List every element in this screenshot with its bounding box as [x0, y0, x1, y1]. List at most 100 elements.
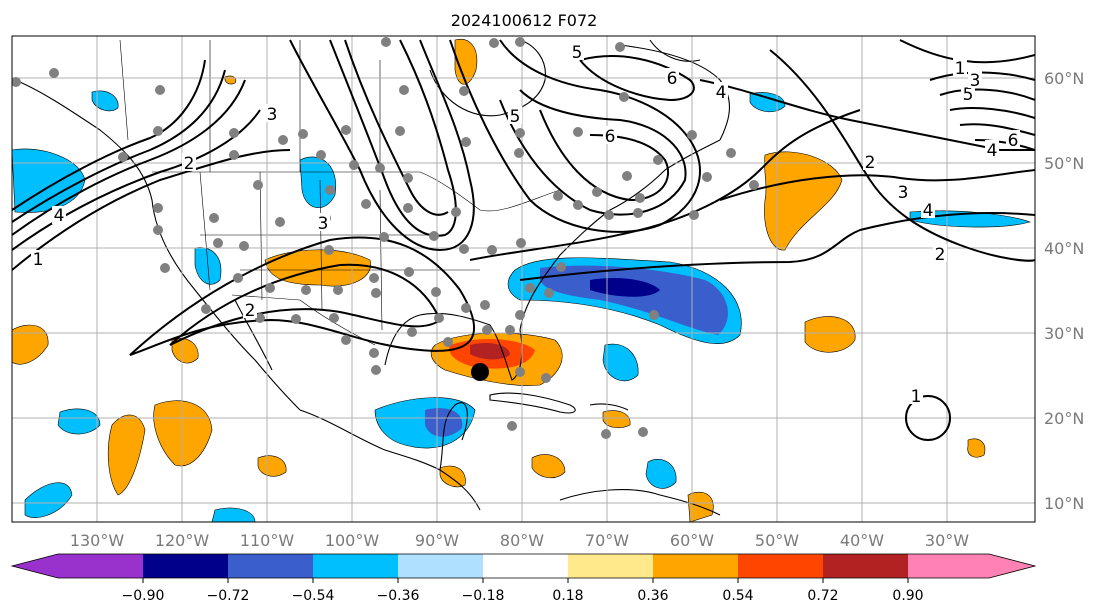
lat-label: 10°N: [1044, 494, 1084, 513]
coast-greenland: [649, 39, 701, 62]
stations: [12, 37, 759, 439]
contour-label-2-atl: 2: [863, 152, 877, 173]
pos-area-caribbean: [531, 454, 566, 479]
pos-area-pacific-s3: [257, 455, 287, 477]
contour-label-2-nw: 2: [182, 153, 196, 174]
colorbar-tick-label: 0.72: [807, 588, 838, 604]
lon-label: 50°W: [755, 531, 799, 550]
svg-text:1: 1: [911, 387, 922, 407]
figure-title: 2024100612 F072: [451, 11, 598, 30]
svg-text:6: 6: [605, 127, 616, 147]
contour-ne-loop-2: [939, 88, 1035, 101]
svg-text:1: 1: [955, 59, 966, 79]
svg-text:2: 2: [184, 154, 195, 174]
map-frame: [11, 35, 1036, 523]
colorbar-swatch: [908, 554, 989, 578]
contour-low-east-2: [499, 89, 687, 216]
colorbar-swatch: [313, 554, 398, 578]
colorbar-extend-low: [12, 554, 58, 578]
svg-text:6: 6: [667, 69, 678, 89]
contour-label-6-ne-far: 6: [1006, 130, 1020, 151]
svg-text:2: 2: [935, 245, 946, 265]
contour-low-east-4: [469, 109, 861, 261]
svg-text:5: 5: [510, 107, 521, 127]
svg-text:4: 4: [716, 83, 727, 103]
coastlines: [14, 39, 731, 516]
contour-label-3-nw: 3: [265, 104, 279, 125]
contour-label-4-west: 4: [52, 206, 66, 226]
contour-atl-4: [699, 79, 1035, 151]
contour-label-5-ne: 5: [508, 106, 522, 127]
contour-4-west: [12, 69, 226, 223]
pos-area-central-am: [439, 465, 466, 488]
coast-labrador: [619, 44, 731, 141]
colorbar-swatch: [738, 554, 823, 578]
neg-area-gulf-mx-core: [425, 408, 463, 437]
svg-text:2: 2: [865, 153, 876, 173]
contour-5-west: [12, 59, 206, 211]
map-area: 1 4 3 2 2 3 5 6 6 5 4 2 3 4 2 6 4 5 3 1 …: [12, 36, 1035, 522]
neg-area-caribbean-s: [645, 459, 677, 489]
colorbar-swatch: [823, 554, 908, 578]
colorbar-tick-label: 0.90: [892, 588, 923, 604]
pos-area-central-atl: [764, 151, 843, 251]
svg-text:3: 3: [318, 214, 329, 234]
contour-mid-atl-2: [519, 212, 1035, 281]
state-lines-1: [199, 171, 480, 331]
contour-label-3-plains: 3: [316, 213, 330, 234]
svg-text:6: 6: [1008, 131, 1019, 151]
contour-label-5-n: 5: [570, 42, 584, 63]
colorbar-outline: [10, 553, 1037, 579]
svg-text:2: 2: [245, 301, 256, 321]
lat-label: 50°N: [1044, 154, 1084, 173]
contour-low-east-1: [449, 39, 701, 233]
colorbar-swatch: [568, 554, 653, 578]
colorbar-tick-label: −0.18: [462, 588, 505, 604]
colorbar-swatch: [228, 554, 313, 578]
lat-label: 40°N: [1044, 239, 1084, 258]
svg-text:5: 5: [963, 85, 974, 105]
lon-label: 40°W: [840, 531, 884, 550]
contour-label-5-ne-far: 5: [961, 84, 975, 105]
contour-label-group: 1 4 3 2 2 3 5 6 6 5 4 2 3 4 2 6 4 5 3 1 …: [31, 42, 1020, 407]
svg-text:5: 5: [572, 43, 583, 63]
contour-ridge-1: [289, 39, 475, 252]
lon-label: 90°W: [415, 531, 459, 550]
contour-ring-atl: [905, 395, 951, 441]
contour-label-2-gulf: 2: [243, 300, 257, 321]
colorbar-tick-label: 0.36: [637, 588, 668, 604]
colorbar-tick-label: −0.36: [377, 588, 420, 604]
contour-lines: [12, 39, 1035, 441]
svg-text:3: 3: [970, 71, 981, 91]
contour-north-6: [579, 55, 695, 102]
lon-label: 110°W: [240, 531, 295, 550]
contour-ne-loop-4: [959, 123, 1035, 136]
colorbar-tick-label: −0.72: [207, 588, 250, 604]
coast-hispaniola: [589, 403, 629, 411]
lat-label: 30°N: [1044, 324, 1084, 343]
contour-label-6-ne: 6: [603, 126, 617, 147]
contour-label-6-n: 6: [665, 68, 679, 89]
lat-label: 60°N: [1044, 69, 1084, 88]
lon-label: 60°W: [670, 531, 714, 550]
border-canada-prov: [209, 40, 381, 172]
svg-text:1: 1: [33, 250, 44, 270]
contour-low-east-3: [539, 109, 670, 202]
colorbar-swatch: [483, 554, 568, 578]
neg-area-labrador: [749, 92, 786, 113]
colorbar-ticks: [142, 578, 909, 583]
contour-loop-gulf: [129, 236, 476, 356]
border-us-canada: [152, 171, 561, 212]
svg-text:3: 3: [898, 183, 909, 203]
pos-area-pacific-s2: [107, 414, 146, 496]
pos-area-pacific-w: [12, 324, 49, 365]
colorbar-tick-label: 0.18: [552, 588, 583, 604]
lon-label: 30°W: [925, 531, 969, 550]
neg-area-atlantic-mid: [540, 265, 728, 335]
lon-label: 130°W: [70, 531, 125, 550]
contour-atl-2: [769, 49, 1035, 262]
contour-ne-loop-3: [949, 107, 1035, 119]
pos-area-pacific-s1: [153, 400, 213, 467]
svg-text:4: 4: [923, 201, 934, 221]
coast-na-west: [14, 79, 301, 411]
